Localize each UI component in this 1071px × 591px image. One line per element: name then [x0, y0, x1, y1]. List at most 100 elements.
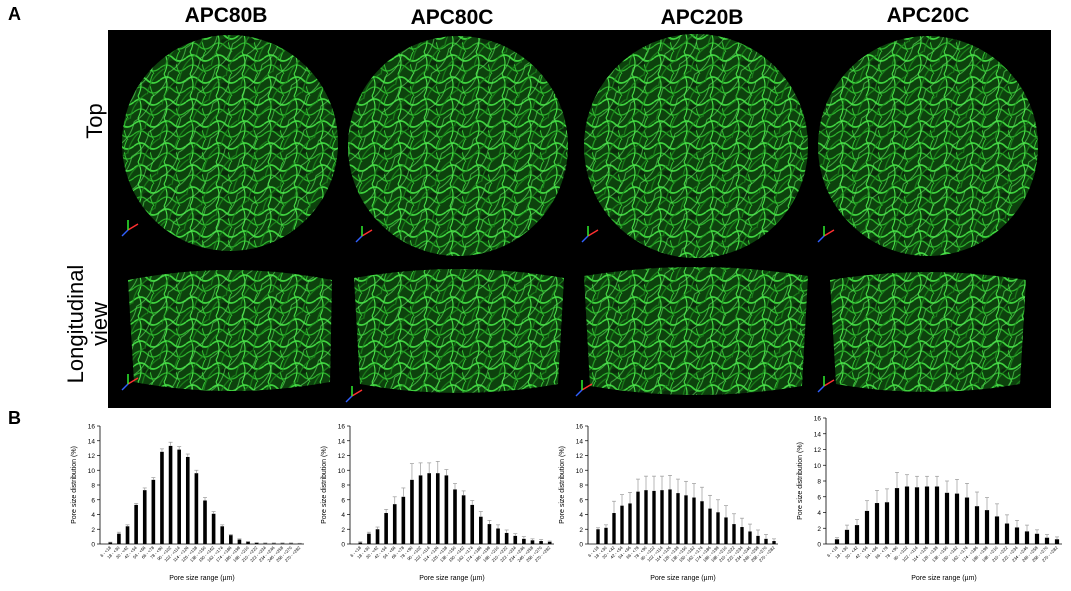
bar — [470, 504, 475, 544]
bar — [401, 496, 406, 544]
bar — [914, 487, 920, 544]
bar — [530, 540, 535, 544]
y-tick-label: 14 — [814, 431, 822, 438]
y-tick-label: 12 — [576, 453, 584, 460]
bar — [375, 529, 380, 544]
bar — [854, 525, 860, 544]
bar — [894, 488, 900, 544]
bar — [1054, 539, 1060, 544]
bar — [461, 495, 466, 544]
y-tick-label: 16 — [88, 424, 96, 431]
y-tick-label: 14 — [338, 438, 346, 445]
y-tick-label: 16 — [814, 416, 822, 423]
y-tick-label: 8 — [579, 483, 583, 490]
bar — [844, 529, 850, 544]
bar — [834, 539, 840, 544]
bar — [692, 497, 696, 544]
panel-label-a: A — [8, 4, 21, 24]
y-tick-label: 16 — [576, 424, 584, 431]
y-tick-label: 2 — [341, 527, 345, 534]
longitudinal-view-apc80b-image — [128, 270, 332, 391]
bar — [708, 508, 712, 544]
y-tick-label: 10 — [814, 463, 822, 470]
longitudinal-view-apc20c-image — [830, 272, 1026, 392]
y-tick-label: 8 — [817, 479, 821, 486]
top-view-apc80b-image — [122, 35, 338, 251]
bar — [280, 543, 285, 544]
y-axis-label: Pore size distribution (%) — [71, 446, 78, 524]
y-tick-label: 4 — [341, 512, 345, 519]
micrograph-grid — [108, 30, 1051, 408]
y-tick-label: 4 — [817, 510, 821, 517]
bar — [160, 451, 164, 544]
bar — [884, 502, 890, 544]
y-tick-label: 6 — [579, 497, 583, 504]
bar — [168, 445, 173, 544]
bar — [142, 490, 147, 544]
bar — [716, 512, 720, 544]
bar — [954, 493, 960, 544]
bar — [367, 533, 371, 544]
bar — [384, 513, 388, 544]
bar — [1034, 533, 1040, 544]
bar — [772, 541, 776, 544]
bar — [676, 493, 680, 544]
y-tick-label: 6 — [91, 497, 95, 504]
bar — [628, 503, 632, 544]
column-title-apc80c: APC80C — [410, 6, 494, 29]
bar — [724, 517, 728, 544]
y-tick-label: 8 — [341, 483, 345, 490]
y-tick-label: 14 — [576, 438, 584, 445]
bar — [596, 529, 600, 544]
bar — [479, 516, 483, 544]
bar — [444, 475, 449, 544]
bar — [874, 503, 880, 544]
bar — [220, 526, 225, 544]
x-axis-label: Pore size range (µm) — [650, 575, 716, 582]
top-view-apc80c-image — [348, 36, 568, 256]
bar — [125, 526, 130, 544]
bar — [263, 543, 268, 544]
bar — [604, 527, 608, 544]
column-title-apc80b: APC80B — [184, 4, 268, 27]
bar — [522, 538, 526, 544]
bar — [194, 473, 199, 544]
bar — [539, 541, 543, 544]
y-axis-label: Pore size distribution (%) — [797, 442, 804, 520]
y-tick-label: 12 — [338, 453, 346, 460]
bar — [435, 473, 440, 544]
bar — [684, 495, 688, 544]
y-axis-label: Pore size distribution (%) — [559, 446, 566, 524]
y-tick-label: 14 — [88, 438, 96, 445]
bar — [418, 475, 423, 544]
column-title-apc20c: APC20C — [886, 4, 970, 27]
y-tick-label: 0 — [817, 542, 821, 549]
bar — [203, 500, 207, 544]
bar — [487, 524, 492, 544]
bar — [974, 506, 980, 544]
column-title-apc20b: APC20B — [660, 6, 744, 29]
bar — [732, 524, 736, 544]
bar — [764, 538, 768, 544]
bar — [108, 542, 113, 544]
y-tick-label: 2 — [91, 527, 95, 534]
bar — [1024, 531, 1030, 544]
bar — [547, 541, 552, 544]
y-tick-label: 0 — [91, 542, 95, 549]
bar — [185, 456, 190, 544]
bar — [748, 531, 752, 544]
y-tick-label: 10 — [338, 468, 346, 475]
longitudinal-view-apc20b-image — [584, 267, 808, 395]
bar — [864, 510, 870, 544]
bar — [358, 542, 363, 544]
bar — [620, 505, 624, 544]
y-axis-label: Pore size distribution (%) — [321, 446, 328, 524]
longitudinal-view-apc80c-image — [354, 269, 564, 393]
y-tick-label: 0 — [579, 542, 583, 549]
y-tick-label: 6 — [817, 494, 821, 501]
bar — [392, 504, 397, 544]
y-tick-label: 4 — [579, 512, 583, 519]
